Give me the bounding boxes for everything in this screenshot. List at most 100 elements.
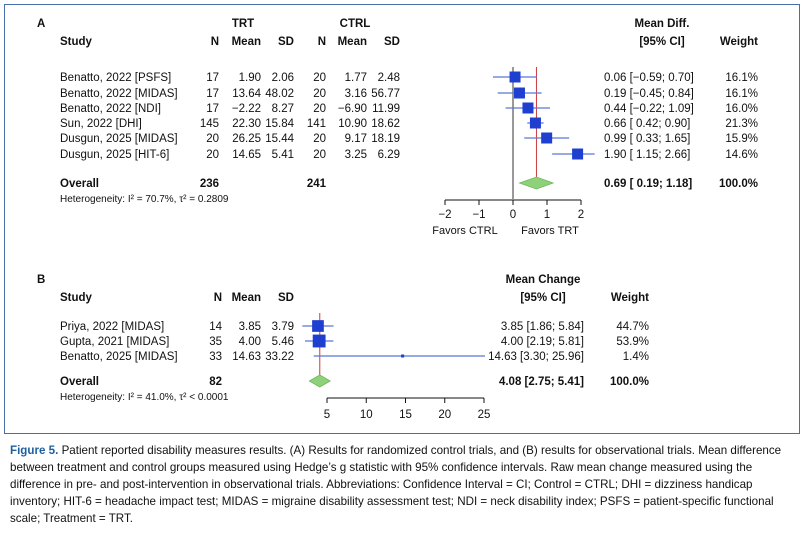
panel-a-mean1-cell: 1.90 (239, 72, 261, 84)
panel-b-weight-cell: 1.4% (623, 351, 649, 363)
panel-a-n1-cell: 17 (206, 88, 219, 100)
panel-a-mean1-cell: 22.30 (232, 118, 261, 130)
panel-b-sd-cell: 5.46 (272, 336, 294, 348)
panel-a-sd2-cell: 18.62 (371, 118, 400, 130)
panel-a-letter: A (37, 18, 45, 30)
panel-a-sd2-cell: 6.29 (378, 149, 400, 161)
panel-b-ci-cell: 4.00 [2.19; 5.81] (501, 336, 584, 348)
panel-a-study-header: Study (60, 36, 93, 48)
panel-a-n2-cell: 141 (307, 118, 326, 130)
panel-b-plot: 5 10 15 20 25 (302, 313, 490, 421)
figure-caption: Figure 5. Patient reported disability me… (10, 442, 800, 527)
panel-a-sd2-cell: 18.19 (371, 133, 400, 145)
panel-a-ci-cell: 1.90 [ 1.15; 2.66] (604, 149, 690, 161)
panel-a-mean2-cell: 3.16 (345, 88, 367, 100)
panel-a-point-square (513, 87, 525, 99)
panel-a-sd1-cell: 8.27 (272, 103, 294, 115)
panel-a-weight-cell: 14.6% (725, 149, 758, 161)
panel-a-point-square (522, 102, 534, 114)
panel-a-study-label: Sun, 2022 [DHI] (60, 118, 142, 130)
panel-a-x-tick-label: 1 (544, 209, 550, 221)
panel-a-n1-cell: 20 (206, 133, 219, 145)
panel-a-plot: −2 −1 0 1 2 (438, 67, 595, 221)
panel-a-ci-cell: 0.19 [−0.45; 0.84] (604, 88, 694, 100)
panel-a-sd1-cell: 5.41 (272, 149, 294, 161)
panel-a-n2-cell: 20 (313, 88, 326, 100)
panel-b-study-label: Gupta, 2021 [MIDAS] (60, 336, 169, 348)
panel-b-mean-cell: 4.00 (239, 336, 261, 348)
panel-b-mean-header: Mean (232, 292, 261, 304)
panel-a-ci-cell: 0.99 [ 0.33; 1.65] (604, 133, 690, 145)
panel-b-x-tick-label: 10 (360, 409, 373, 421)
panel-b-n-cell: 33 (209, 351, 222, 363)
panel-b-x-tick-label: 20 (438, 409, 451, 421)
panel-a-study-label: Dusgun, 2025 [HIT-6] (60, 149, 169, 161)
panel-a-point-square (572, 148, 584, 160)
panel-b-n-cell: 35 (209, 336, 222, 348)
panel-a-n2-cell: 20 (313, 103, 326, 115)
panel-a-mean2-cell: −6.90 (338, 103, 367, 115)
panel-a-mean1-cell: 14.65 (232, 149, 261, 161)
panel-a-n1-cell: 20 (206, 149, 219, 161)
panel-a-favors-right: Favors TRT (521, 225, 579, 237)
panel-a-mean2-header: Mean (338, 36, 367, 48)
caption-label: Figure 5. (10, 444, 59, 457)
panel-a-mean1-cell: −2.22 (232, 103, 261, 115)
panel-a-group1-header: TRT (232, 18, 254, 30)
panel-a-mean2-cell: 10.90 (338, 118, 367, 130)
panel-a-overall-n2: 241 (307, 178, 327, 190)
panel-a-study-label: Benatto, 2022 [MIDAS] (60, 88, 178, 100)
panel-a-effect-header-2: [95% CI] (639, 36, 685, 48)
panel-b-study-header: Study (60, 292, 93, 304)
panel-b-effect-header-2: [95% CI] (520, 292, 566, 304)
panel-a-overall-diamond (518, 176, 555, 190)
panel-b-sd-cell: 3.79 (272, 321, 294, 333)
panel-a-group2-header: CTRL (340, 18, 371, 30)
panel-a-x-tick-label: 0 (510, 209, 516, 221)
panel-b-heterogeneity: Heterogeneity: I² = 41.0%, τ² < 0.0001 (60, 392, 229, 403)
panel-a-n2-header: N (318, 36, 326, 48)
panel-a-weight-cell: 15.9% (725, 133, 758, 145)
panel-a-n1-cell: 17 (206, 103, 219, 115)
panel-b-overall-ci: 4.08 [2.75; 5.41] (499, 376, 584, 388)
panel-a-point-square (541, 132, 553, 144)
panel-a-sd2-cell: 56.77 (371, 88, 400, 100)
panel-b-point-square (312, 334, 326, 348)
panel-a-mean1-cell: 13.64 (232, 88, 261, 100)
panel-a-x-tick-label: 2 (578, 209, 584, 221)
panel-a-favors-left: Favors CTRL (432, 225, 497, 237)
figure-frame: A TRT CTRL Study N Mean SD N Mean SD Mea… (4, 4, 800, 434)
panel-a-overall-label: Overall (60, 178, 99, 190)
panel-a-sd2-cell: 11.99 (372, 103, 400, 115)
panel-b-n-header: N (214, 292, 222, 304)
panel-a-overall-ci: 0.69 [ 0.19; 1.18] (604, 178, 692, 190)
panel-b-overall: Overall 82 4.08 [2.75; 5.41] 100.0% Hete… (60, 376, 649, 403)
panel-a-sd2-header: SD (384, 36, 400, 48)
panel-b-letter: B (37, 274, 45, 286)
panel-a-x-tick-label: −1 (472, 209, 485, 221)
panel-b-x-tick-label: 5 (324, 409, 330, 421)
panel-b-sd-cell: 33.22 (265, 351, 294, 363)
panel-b-mean-cell: 14.63 (232, 351, 261, 363)
panel-a-sd1-cell: 2.06 (272, 72, 294, 84)
panel-a-sd1-cell: 15.44 (265, 133, 294, 145)
panel-a-mean1-cell: 26.25 (232, 133, 261, 145)
panel-b-weight-cell: 53.9% (616, 336, 649, 348)
panel-b-header: B Study N Mean SD Mean Change [95% CI] W… (37, 274, 649, 304)
panel-a-mean2-cell: 1.77 (345, 72, 367, 84)
panel-a-weight-cell: 16.1% (725, 72, 758, 84)
panel-a-ci-cell: 0.06 [−0.59; 0.70] (604, 72, 694, 84)
panel-a-study-label: Benatto, 2022 [PSFS] (60, 72, 171, 84)
panel-a-favors: Favors CTRL Favors TRT (432, 225, 579, 237)
panel-b-point-square (312, 320, 324, 332)
panel-b-study-label: Benatto, 2025 [MIDAS] (60, 351, 178, 363)
panel-a-overall: Overall 236 241 0.69 [ 0.19; 1.18] 100.0… (60, 178, 758, 205)
panel-a-ci-cell: 0.66 [ 0.42; 0.90] (604, 118, 690, 130)
panel-a-n2-cell: 20 (313, 72, 326, 84)
panel-a-rows: Benatto, 2022 [PSFS] 17 1.90 2.06 20 1.77 2.48… (60, 72, 758, 161)
panel-a-sd1-cell: 15.84 (265, 118, 294, 130)
panel-a-sd1-header: SD (278, 36, 294, 48)
panel-b-rows: Priya, 2022 [MIDAS] 14 3.85 3.79 3.85 [1.86;… (60, 321, 649, 363)
panel-a-heterogeneity: Heterogeneity: I² = 70.7%, τ² = 0.2809 (60, 194, 229, 205)
panel-a-mean1-header: Mean (232, 36, 261, 48)
